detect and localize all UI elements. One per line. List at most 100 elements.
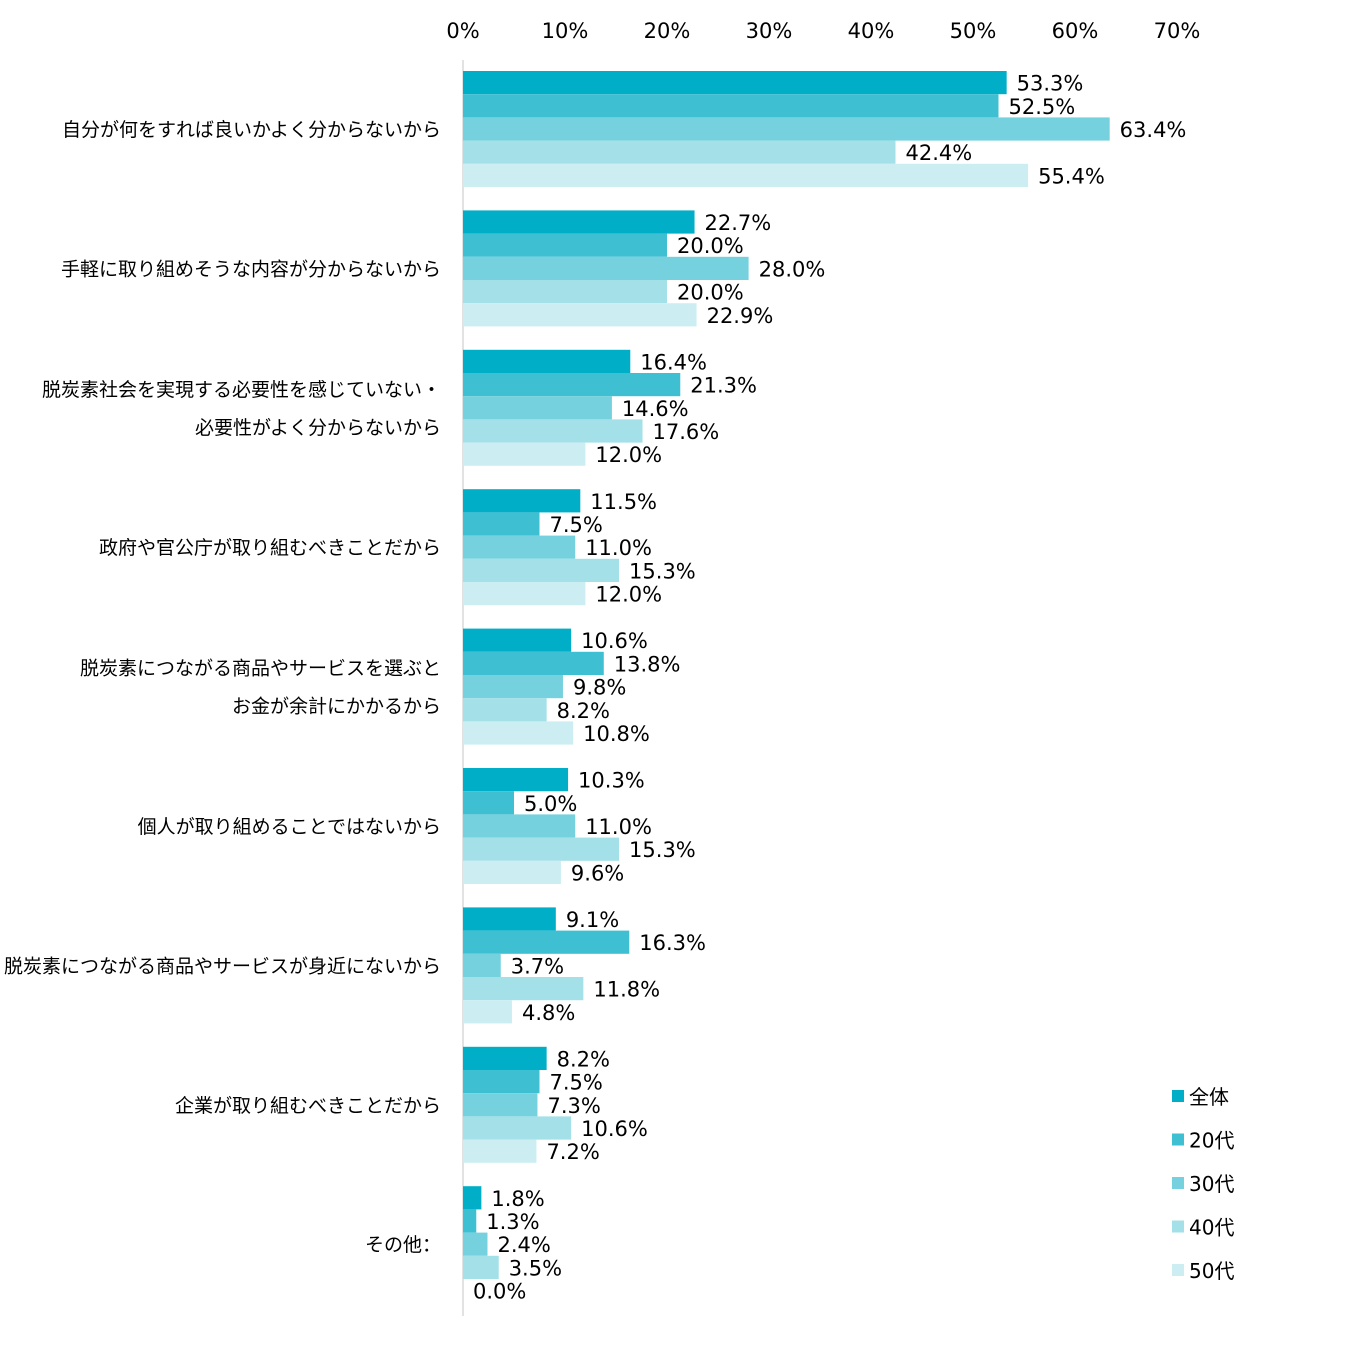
bar bbox=[463, 814, 576, 838]
bar bbox=[463, 837, 620, 861]
category-labels: 自分が何をすれば良いかよく分からないから手軽に取り組めそうな内容が分からないから… bbox=[4, 119, 441, 1256]
data-label: 9.8% bbox=[573, 676, 626, 700]
data-label: 42.4% bbox=[905, 141, 972, 165]
bar bbox=[463, 1000, 512, 1024]
data-label: 7.3% bbox=[547, 1094, 600, 1118]
data-label: 11.0% bbox=[585, 815, 652, 839]
data-label: 12.0% bbox=[595, 583, 662, 607]
bar bbox=[463, 233, 667, 257]
bar bbox=[463, 860, 561, 884]
data-label: 15.3% bbox=[629, 559, 696, 583]
x-tick-label: 60% bbox=[1052, 19, 1099, 43]
bar-series bbox=[463, 71, 1110, 1279]
category-label: 手軽に取り組めそうな内容が分からないから bbox=[61, 258, 441, 280]
x-tick-label: 70% bbox=[1154, 19, 1201, 43]
data-label: 22.7% bbox=[705, 211, 772, 235]
data-label: 1.3% bbox=[486, 1210, 539, 1234]
bar bbox=[463, 303, 697, 327]
bar bbox=[463, 163, 1029, 187]
x-tick-label: 40% bbox=[848, 19, 895, 43]
data-label: 20.0% bbox=[677, 234, 744, 258]
data-label: 10.6% bbox=[581, 629, 648, 653]
data-label: 15.3% bbox=[629, 838, 696, 862]
bar bbox=[463, 675, 563, 699]
legend: 全体 20代 30代 40代 50代 bbox=[1172, 1085, 1234, 1283]
legend-swatch bbox=[1172, 1090, 1184, 1102]
legend-label: 40代 bbox=[1189, 1216, 1234, 1240]
bar bbox=[463, 1139, 537, 1163]
bar bbox=[463, 373, 681, 397]
legend-label: 20代 bbox=[1189, 1129, 1234, 1153]
data-labels: 53.3%52.5%63.4%42.4%55.4%22.7%20.0%28.0%… bbox=[473, 72, 1186, 1304]
legend-swatch bbox=[1172, 1177, 1184, 1189]
category-label: 脱炭素につながる商品やサービスを選ぶと bbox=[80, 658, 441, 680]
bar bbox=[463, 791, 514, 815]
legend-swatch bbox=[1172, 1133, 1184, 1146]
data-label: 53.3% bbox=[1017, 72, 1084, 96]
category-label: 企業が取り組むべきことだから bbox=[175, 1095, 441, 1117]
data-label: 8.2% bbox=[557, 1047, 610, 1071]
bar bbox=[463, 651, 604, 675]
data-label: 10.3% bbox=[578, 769, 645, 793]
category-label: 自分が何をすれば良いかよく分からないから bbox=[62, 119, 441, 141]
data-label: 11.5% bbox=[590, 490, 657, 514]
data-label: 3.5% bbox=[509, 1256, 562, 1280]
data-label: 11.8% bbox=[593, 978, 660, 1002]
data-label: 10.6% bbox=[581, 1117, 648, 1141]
bar bbox=[463, 582, 586, 606]
bar bbox=[463, 721, 574, 745]
bar bbox=[463, 1186, 482, 1210]
bar bbox=[463, 419, 643, 443]
data-label: 11.0% bbox=[585, 536, 652, 560]
category-label: 政府や官公庁が取り組むべきことだから bbox=[99, 537, 441, 559]
bar bbox=[463, 140, 896, 164]
data-label: 5.0% bbox=[524, 792, 577, 816]
bar bbox=[463, 71, 1007, 95]
data-label: 2.4% bbox=[497, 1233, 550, 1257]
category-label: その他： bbox=[365, 1234, 441, 1256]
data-label: 7.5% bbox=[550, 1071, 603, 1095]
bar bbox=[463, 210, 695, 234]
data-label: 1.8% bbox=[491, 1187, 544, 1211]
category-label: 脱炭素社会を実現する必要性を感じていない・ bbox=[42, 379, 441, 401]
bar bbox=[463, 558, 620, 582]
data-label: 21.3% bbox=[690, 374, 757, 398]
x-tick-label: 30% bbox=[746, 19, 793, 43]
bar bbox=[463, 628, 572, 652]
legend-label: 30代 bbox=[1189, 1172, 1234, 1196]
bar bbox=[463, 1116, 572, 1140]
data-label: 0.0% bbox=[473, 1280, 526, 1304]
bar bbox=[463, 256, 749, 280]
data-label: 9.1% bbox=[566, 908, 619, 932]
data-label: 52.5% bbox=[1009, 95, 1076, 119]
legend-swatch bbox=[1172, 1220, 1184, 1233]
data-label: 8.2% bbox=[557, 699, 610, 723]
x-tick-label: 50% bbox=[950, 19, 997, 43]
data-label: 63.4% bbox=[1120, 118, 1187, 142]
data-label: 16.4% bbox=[640, 350, 707, 374]
bar bbox=[463, 94, 999, 118]
data-label: 55.4% bbox=[1038, 164, 1105, 188]
bar bbox=[463, 698, 547, 722]
data-label: 14.6% bbox=[622, 397, 689, 421]
data-label: 12.0% bbox=[595, 443, 662, 467]
data-label: 28.0% bbox=[759, 257, 826, 281]
legend-label: 全体 bbox=[1189, 1085, 1229, 1109]
x-tick-label: 20% bbox=[644, 19, 691, 43]
bar bbox=[463, 442, 586, 466]
data-label: 7.2% bbox=[546, 1140, 599, 1164]
bar bbox=[463, 1070, 540, 1094]
category-label: 脱炭素につながる商品やサービスが身近にないから bbox=[4, 955, 441, 977]
data-label: 7.5% bbox=[550, 513, 603, 537]
x-axis-ticks: 0% 10% 20% 30% 40% 50% 60% 70% bbox=[446, 19, 1200, 43]
data-label: 10.8% bbox=[583, 722, 650, 746]
bar bbox=[463, 349, 631, 373]
data-label: 20.0% bbox=[677, 281, 744, 305]
bar bbox=[463, 768, 569, 792]
x-tick-label: 10% bbox=[542, 19, 589, 43]
category-label: お金が余計にかかるから bbox=[232, 696, 441, 718]
bar bbox=[463, 1046, 547, 1070]
data-label: 4.8% bbox=[522, 1001, 575, 1025]
bar bbox=[463, 1093, 538, 1117]
